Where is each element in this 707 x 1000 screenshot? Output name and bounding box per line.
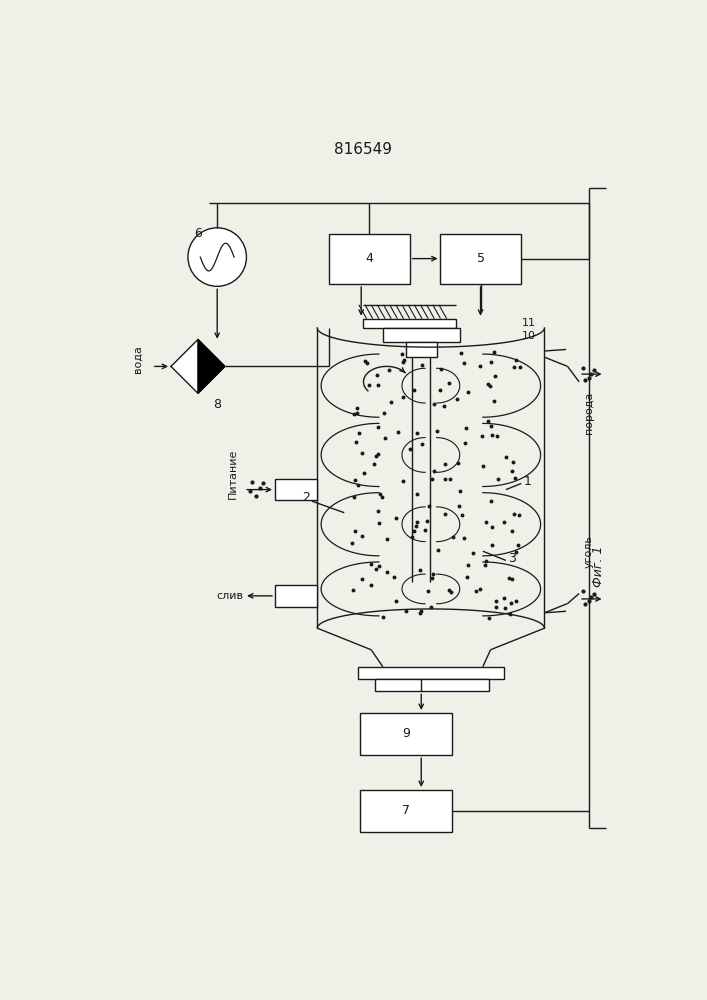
Text: 6: 6: [194, 227, 202, 240]
Text: 11: 11: [521, 318, 535, 328]
Bar: [363, 319, 456, 328]
Ellipse shape: [188, 228, 247, 286]
Text: 5: 5: [477, 252, 484, 265]
Text: 2: 2: [302, 491, 310, 504]
Text: 9: 9: [402, 727, 410, 740]
Bar: [360, 790, 452, 832]
Bar: [406, 342, 437, 357]
Text: 4: 4: [365, 252, 373, 265]
Bar: [275, 585, 317, 607]
Polygon shape: [171, 339, 225, 393]
Text: 816549: 816549: [334, 142, 392, 157]
Bar: [329, 234, 409, 284]
Text: 10: 10: [521, 331, 535, 341]
Text: 1: 1: [524, 475, 532, 488]
Bar: [275, 479, 317, 500]
Text: 3: 3: [508, 552, 516, 565]
Polygon shape: [198, 339, 225, 393]
Text: порода: порода: [584, 391, 594, 434]
Bar: [382, 328, 460, 342]
Text: вода: вода: [133, 345, 143, 373]
Bar: [358, 667, 504, 679]
Text: уголь: уголь: [584, 535, 594, 568]
Text: 7: 7: [402, 804, 410, 817]
Text: слив: слив: [217, 591, 244, 601]
Text: Питание: Питание: [228, 449, 238, 499]
Bar: [375, 679, 489, 691]
Bar: [440, 234, 521, 284]
Text: 8: 8: [214, 398, 221, 411]
Text: Фиг. 1: Фиг. 1: [592, 546, 605, 587]
Bar: [360, 713, 452, 755]
